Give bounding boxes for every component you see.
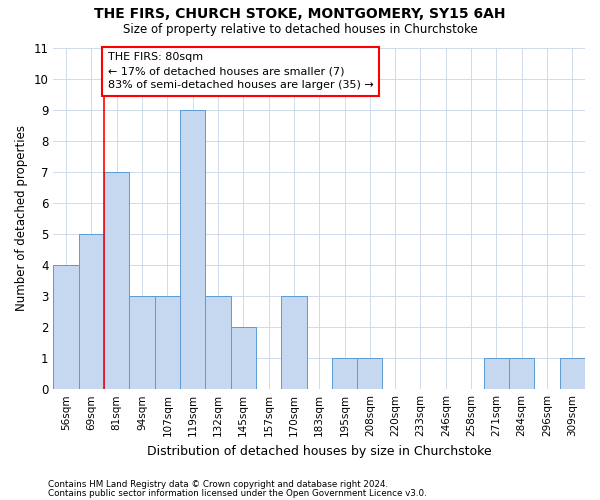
- Bar: [560, 358, 585, 389]
- Bar: [281, 296, 307, 389]
- Bar: [332, 358, 357, 389]
- Text: Size of property relative to detached houses in Churchstoke: Size of property relative to detached ho…: [122, 22, 478, 36]
- X-axis label: Distribution of detached houses by size in Churchstoke: Distribution of detached houses by size …: [147, 444, 491, 458]
- Text: Contains HM Land Registry data © Crown copyright and database right 2024.: Contains HM Land Registry data © Crown c…: [48, 480, 388, 489]
- Text: Contains public sector information licensed under the Open Government Licence v3: Contains public sector information licen…: [48, 489, 427, 498]
- Bar: [104, 172, 130, 389]
- Bar: [130, 296, 155, 389]
- Bar: [205, 296, 230, 389]
- Bar: [484, 358, 509, 389]
- Bar: [53, 265, 79, 389]
- Bar: [357, 358, 382, 389]
- Bar: [79, 234, 104, 389]
- Text: THE FIRS, CHURCH STOKE, MONTGOMERY, SY15 6AH: THE FIRS, CHURCH STOKE, MONTGOMERY, SY15…: [94, 8, 506, 22]
- Bar: [509, 358, 535, 389]
- Y-axis label: Number of detached properties: Number of detached properties: [15, 126, 28, 312]
- Bar: [155, 296, 180, 389]
- Text: THE FIRS: 80sqm
← 17% of detached houses are smaller (7)
83% of semi-detached ho: THE FIRS: 80sqm ← 17% of detached houses…: [108, 52, 374, 90]
- Bar: [180, 110, 205, 389]
- Bar: [230, 327, 256, 389]
